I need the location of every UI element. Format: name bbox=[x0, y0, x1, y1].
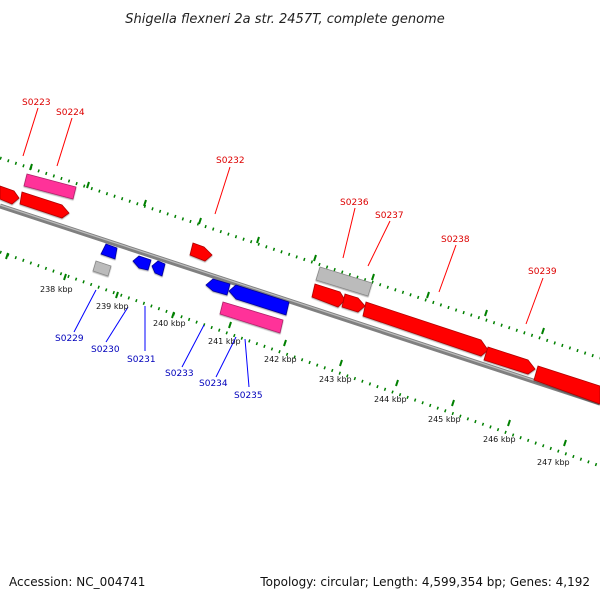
gene-arrow-forward[interactable] bbox=[311, 283, 346, 308]
gene-arrow-reverse[interactable] bbox=[100, 243, 118, 260]
tick-label-243: 243 kbp bbox=[319, 375, 352, 384]
gene-arrow-forward[interactable] bbox=[483, 346, 536, 375]
tick-label-241: 241 kbp bbox=[208, 337, 241, 346]
tick-label-247: 247 kbp bbox=[537, 458, 570, 467]
gene-pseudo[interactable] bbox=[92, 260, 112, 277]
gene-arrow-reverse[interactable] bbox=[205, 278, 231, 296]
gene-arrow-forward[interactable] bbox=[362, 301, 489, 357]
gene-label-S0238[interactable]: S0238 bbox=[441, 235, 470, 245]
forward-leader-lines bbox=[22, 107, 544, 325]
tick-label-240: 240 kbp bbox=[153, 319, 186, 328]
inner-major-ticks bbox=[5, 252, 567, 447]
genome-title: Shigella flexneri 2a str. 2457T, complet… bbox=[125, 12, 444, 27]
gene-label-S0239[interactable]: S0239 bbox=[528, 267, 557, 277]
gene-label-S0235[interactable]: S0235 bbox=[234, 391, 263, 401]
outer-major-ticks bbox=[29, 163, 545, 335]
gene-label-S0232[interactable]: S0232 bbox=[216, 156, 245, 166]
gene-label-S0237[interactable]: S0237 bbox=[375, 211, 404, 221]
gene-rna-S0234[interactable] bbox=[219, 301, 284, 334]
gene-label-S0229[interactable]: S0229 bbox=[55, 334, 84, 344]
gene-arrow-reverse[interactable] bbox=[228, 284, 290, 316]
outer-tick-ring bbox=[0, 156, 600, 360]
gene-arrow-reverse[interactable] bbox=[151, 260, 166, 277]
gene-arrow-forward[interactable] bbox=[533, 365, 600, 405]
gene-label-S0230[interactable]: S0230 bbox=[91, 345, 120, 355]
gene-rna-S0223[interactable] bbox=[23, 173, 77, 200]
gene-label-S0231[interactable]: S0231 bbox=[127, 355, 156, 365]
gene-arrow-forward[interactable] bbox=[0, 185, 20, 205]
tick-label-244: 244 kbp bbox=[374, 395, 407, 404]
gene-arrow-forward[interactable] bbox=[189, 242, 213, 262]
gene-label-S0233[interactable]: S0233 bbox=[165, 369, 194, 379]
gene-arrow-forward[interactable] bbox=[19, 191, 70, 219]
accession-text: Accession: NC_004741 bbox=[9, 575, 145, 589]
gene-label-S0234[interactable]: S0234 bbox=[199, 379, 228, 389]
gene-label-S0236[interactable]: S0236 bbox=[340, 198, 369, 208]
gene-label-S0224[interactable]: S0224 bbox=[56, 108, 85, 118]
tick-label-246: 246 kbp bbox=[483, 435, 516, 444]
gene-arrow-reverse[interactable] bbox=[132, 255, 152, 271]
tick-label-245: 245 kbp bbox=[428, 415, 461, 424]
tick-label-239: 239 kbp bbox=[96, 302, 129, 311]
gene-pseudo[interactable] bbox=[315, 266, 373, 297]
tick-label-238: 238 kbp bbox=[40, 285, 73, 294]
tick-label-242: 242 kbp bbox=[264, 355, 297, 364]
gene-label-S0223[interactable]: S0223 bbox=[22, 98, 51, 108]
reverse-leader-lines bbox=[73, 289, 250, 388]
genome-summary-text: Topology: circular; Length: 4,599,354 bp… bbox=[259, 575, 590, 589]
genome-backbone bbox=[0, 203, 600, 406]
gene-arrow-forward[interactable] bbox=[341, 293, 366, 313]
